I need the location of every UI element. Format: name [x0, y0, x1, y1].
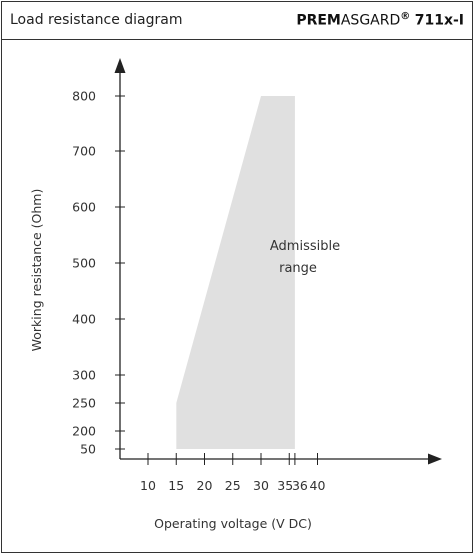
x-tick-label: 30	[253, 478, 269, 493]
header-divider	[1, 39, 473, 40]
admissible-range-area	[176, 96, 295, 449]
y-tick-label: 250	[72, 396, 96, 411]
x-tick-label: 15	[168, 478, 184, 493]
y-axis-arrow	[114, 58, 126, 73]
x-tick-label: 10	[140, 478, 156, 493]
y-tick-label: 700	[72, 144, 96, 159]
y-axis-label: Working resistance (Ohm)	[29, 189, 44, 352]
y-tick-label: 500	[72, 256, 96, 271]
region-label-line1: Admissible	[270, 239, 340, 254]
x-axis-label: Operating voltage (V DC)	[154, 516, 312, 531]
y-tick-label: 50	[80, 442, 96, 457]
x-tick-label: 25	[225, 478, 241, 493]
y-tick-label: 200	[72, 424, 96, 439]
x-tick-label: 40	[310, 478, 326, 493]
brand-regular: ASGARD	[340, 12, 401, 29]
x-tick-label: 36	[292, 478, 308, 493]
y-tick-label: 400	[72, 312, 96, 327]
y-tick-label: 300	[72, 368, 96, 383]
chart-title: Load resistance diagram	[10, 12, 183, 28]
x-axis-arrow	[428, 453, 442, 465]
y-tick-label: 800	[72, 89, 96, 104]
y-tick-label: 600	[72, 200, 96, 215]
x-tick-label: 35	[277, 478, 293, 493]
brand-bold: PREM	[296, 12, 341, 29]
model-number: 711x-I	[414, 12, 464, 29]
registered-mark: ®	[400, 11, 411, 22]
product-name: PREMASGARD® 711x-I	[296, 11, 464, 29]
x-tick-label: 20	[197, 478, 213, 493]
region-label-line2: range	[279, 261, 317, 276]
